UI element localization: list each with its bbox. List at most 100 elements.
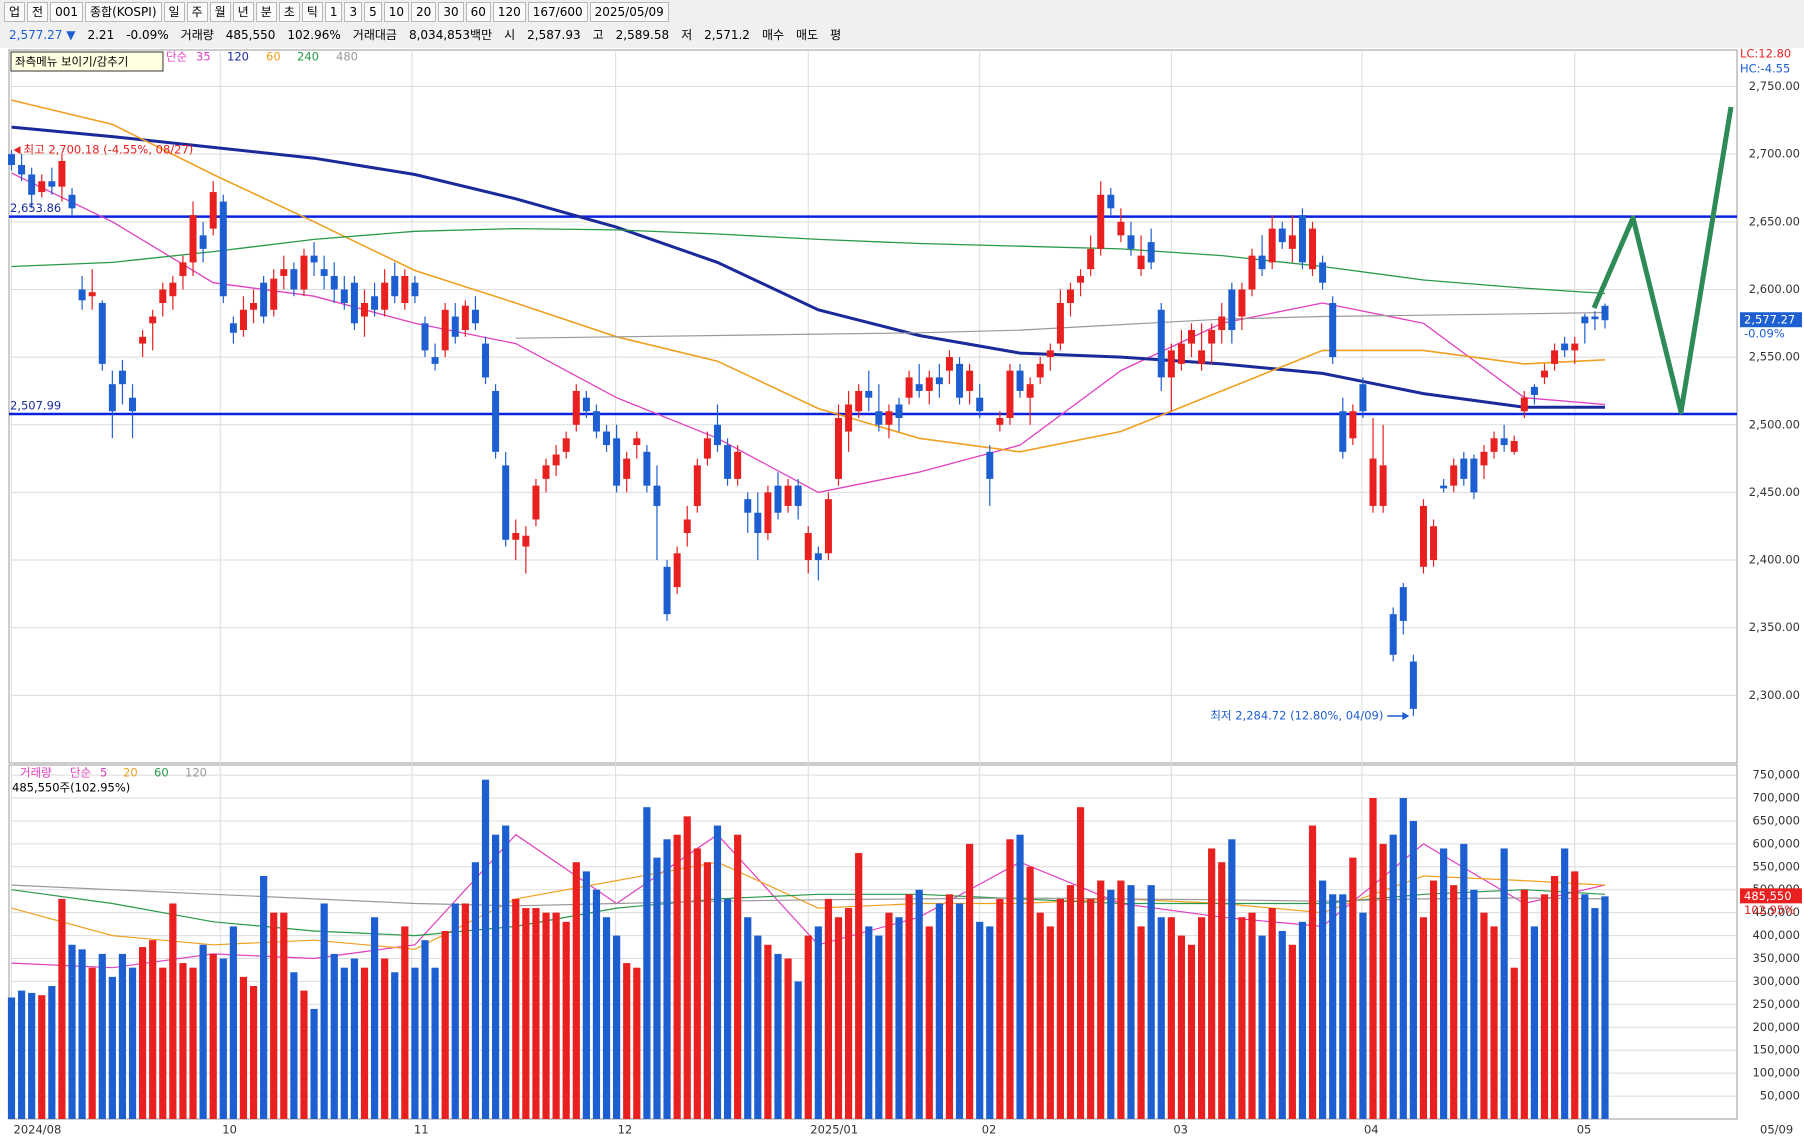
candle-body [774, 485, 782, 513]
toolbar-button[interactable]: 분 [255, 1, 277, 22]
volume-bar [582, 871, 590, 1119]
volume-bar [1288, 944, 1296, 1119]
toolbar-button[interactable]: 2025/05/09 [589, 1, 669, 22]
toolbar-button[interactable]: 5 [364, 1, 382, 22]
volume-bar [1238, 917, 1246, 1119]
volume-bar [512, 898, 520, 1119]
info-item: 2,577.27 ▼ [9, 27, 76, 42]
toolbar-button[interactable]: 일 [163, 1, 185, 22]
toolbar-button[interactable]: 주 [186, 1, 208, 22]
candle-body [1480, 451, 1488, 466]
volume-bar [986, 926, 994, 1119]
volume-bar [532, 908, 540, 1119]
info-item: 고 [592, 27, 604, 42]
candle-body [512, 533, 520, 540]
volume-bar [128, 967, 137, 1119]
candle-body [219, 201, 227, 297]
volume-bar [1228, 839, 1236, 1119]
volume-bar [229, 926, 237, 1119]
toolbar-button[interactable]: 년 [232, 1, 254, 22]
candle-body [350, 282, 358, 324]
candle-body [88, 292, 96, 297]
info-item: 평 [830, 27, 842, 42]
candle-body [592, 411, 600, 432]
toolbar-button[interactable]: 종합(KOSPI) [85, 1, 162, 22]
toolbar-button[interactable]: 업 [4, 1, 26, 22]
y-tick-label: 2,450.00 [1749, 485, 1800, 499]
volume-bar [1409, 820, 1417, 1119]
candle-body [693, 465, 701, 506]
candle-body [1157, 309, 1165, 378]
candle-body [986, 451, 994, 479]
lc-label: LC:12.80 [1740, 48, 1791, 61]
toolbar-button[interactable]: 초 [278, 1, 300, 22]
candle-body [673, 553, 681, 588]
volume-bar [925, 926, 933, 1119]
candle-body [1248, 255, 1256, 290]
toolbar-button[interactable]: 30 [438, 1, 464, 22]
candle-body [1601, 305, 1609, 321]
candle-body [1268, 228, 1276, 263]
candle-body [159, 289, 167, 303]
volume-bar [754, 935, 762, 1119]
volume-bar [1087, 898, 1095, 1119]
volume-bar [834, 917, 843, 1119]
candle-body [1137, 255, 1145, 270]
toolbar-button[interactable]: 120 [492, 1, 526, 22]
volume-bar [1339, 894, 1347, 1119]
volume-bar [1056, 898, 1064, 1119]
candle-body [411, 282, 419, 297]
candle-body [703, 438, 711, 459]
price-info-row: 2,577.27 ▼ 2.21 -0.09% 거래량 485,550 102.96% 거래대… [0, 23, 1804, 46]
volume-bar [1046, 926, 1054, 1119]
candle-body [724, 445, 732, 479]
toolbar-button[interactable]: 1 [324, 1, 343, 22]
volume-bar [1399, 798, 1407, 1119]
toolbar-button[interactable]: 전 [27, 1, 49, 22]
volume-bar [1026, 866, 1034, 1119]
volume-bar [17, 990, 26, 1119]
toolbar-button[interactable]: 001 [50, 1, 83, 22]
toolbar-button[interactable]: 틱 [301, 1, 323, 22]
candle-body [1066, 289, 1074, 303]
candle-body [239, 309, 247, 331]
volume-bar [935, 903, 943, 1119]
candle-body [824, 499, 832, 554]
y-tick-label: 2,350.00 [1749, 620, 1800, 634]
volume-tick-label: 450,000 [1752, 905, 1800, 919]
volume-bar [1429, 880, 1438, 1119]
candle-body [794, 485, 802, 506]
volume-bar [1319, 880, 1327, 1119]
candle-body [401, 275, 409, 303]
candle-body [18, 165, 26, 175]
candle-body [814, 553, 822, 561]
candle-body [28, 174, 36, 195]
volume-bar [209, 953, 217, 1119]
volume-bar [1530, 926, 1539, 1119]
toolbar-button[interactable]: 20 [411, 1, 437, 22]
toolbar-button[interactable]: 167/600 [527, 1, 588, 22]
candle-body [471, 309, 479, 324]
volume-bar [945, 894, 954, 1119]
legend-item: 480 [336, 50, 358, 64]
volume-tick-label: 50,000 [1760, 1089, 1800, 1103]
candle-body [1177, 343, 1185, 364]
x-tick-label: 04 [1364, 1123, 1379, 1137]
volume-bar [219, 958, 227, 1119]
candle-body [371, 296, 379, 310]
volume-bar [653, 857, 661, 1119]
candle-body [320, 269, 328, 276]
toolbar-button[interactable]: 10 [383, 1, 410, 22]
candle-body [764, 492, 772, 533]
volume-bar [28, 992, 36, 1119]
candle-body [1278, 228, 1286, 243]
toolbar-button[interactable]: 60 [465, 1, 491, 22]
candle-body [1450, 465, 1458, 486]
toolbar-button[interactable]: 월 [209, 1, 231, 22]
candle-body [129, 397, 137, 412]
toolbar-button[interactable]: 3 [344, 1, 363, 22]
legend-item: 60 [266, 50, 281, 64]
candle-body [663, 566, 671, 615]
volume-bar [340, 967, 348, 1119]
volume-bar [844, 908, 853, 1119]
